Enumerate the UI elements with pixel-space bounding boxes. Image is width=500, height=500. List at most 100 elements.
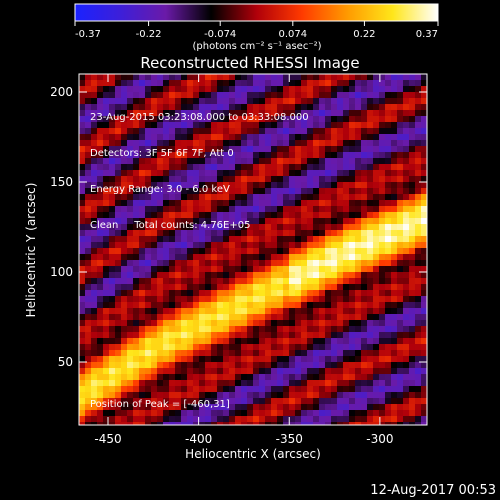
heatmap-cell [139, 320, 146, 327]
heatmap-cell [217, 110, 224, 117]
heatmap-cell [325, 308, 332, 315]
heatmap-cell [97, 404, 104, 411]
heatmap-cell [271, 176, 278, 183]
heatmap-cell [217, 398, 224, 405]
heatmap-cell [373, 134, 380, 141]
heatmap-cell [289, 218, 296, 225]
heatmap-cell [163, 224, 170, 231]
heatmap-cell [103, 308, 110, 315]
heatmap-cell [361, 146, 368, 153]
heatmap-cell [283, 398, 290, 405]
heatmap-cell [373, 230, 380, 237]
heatmap-cell [319, 398, 326, 405]
heatmap-cell [241, 128, 248, 135]
heatmap-cell [223, 248, 230, 255]
heatmap-cell [127, 206, 134, 213]
heatmap-cell [205, 206, 212, 213]
annotation-time-range: 23-Aug-2015 03:23:08.000 to 03:33:08.000 [90, 112, 309, 123]
heatmap-cell [127, 98, 134, 105]
heatmap-cell [343, 248, 350, 255]
heatmap-cell [205, 200, 212, 207]
heatmap-cell [385, 98, 392, 105]
heatmap-cell [391, 170, 398, 177]
heatmap-cell [217, 218, 224, 225]
heatmap-cell [133, 374, 140, 381]
heatmap-cell [415, 266, 422, 273]
heatmap-cell [331, 416, 338, 423]
heatmap-cell [415, 164, 422, 171]
heatmap-cell [403, 404, 410, 411]
heatmap-cell [355, 98, 362, 105]
heatmap-cell [181, 224, 188, 231]
heatmap-cell [385, 104, 392, 111]
heatmap-cell [175, 86, 182, 93]
heatmap-cell [229, 278, 236, 285]
heatmap-cell [97, 278, 104, 285]
heatmap-cell [115, 380, 122, 387]
heatmap-cell [355, 386, 362, 393]
heatmap-cell [307, 224, 314, 231]
heatmap-cell [211, 146, 218, 153]
heatmap-cell [391, 356, 398, 363]
heatmap-cell [211, 86, 218, 93]
heatmap-cell [211, 230, 218, 237]
heatmap-cell [421, 74, 427, 81]
heatmap-cell [211, 404, 218, 411]
heatmap-cell [337, 254, 344, 261]
heatmap-cell [403, 308, 410, 315]
heatmap-cell [145, 350, 152, 357]
heatmap-cell [397, 248, 404, 255]
heatmap-cell [259, 284, 266, 291]
heatmap-cell [379, 338, 386, 345]
heatmap-cell [193, 98, 200, 105]
heatmap-cell [109, 362, 116, 369]
heatmap-cell [409, 242, 416, 249]
heatmap-cell [289, 230, 296, 237]
heatmap-cell [313, 344, 320, 351]
heatmap-cell [271, 218, 278, 225]
heatmap-cell [283, 308, 290, 315]
heatmap-cell [385, 74, 392, 81]
heatmap-cell [91, 338, 98, 345]
heatmap-cell [205, 218, 212, 225]
heatmap-cell [421, 266, 427, 273]
heatmap-cell [409, 290, 416, 297]
heatmap-cell [259, 218, 266, 225]
heatmap-cell [151, 404, 158, 411]
heatmap-cell [79, 326, 86, 333]
heatmap-cell [253, 92, 260, 99]
heatmap-cell [175, 374, 182, 381]
heatmap-cell [277, 422, 284, 425]
heatmap-cell [193, 266, 200, 273]
heatmap-cell [265, 74, 272, 81]
heatmap-cell [361, 80, 368, 87]
heatmap-cell [283, 158, 290, 165]
heatmap-cell [229, 170, 236, 177]
heatmap-cell [421, 296, 427, 303]
heatmap-cell [121, 170, 128, 177]
heatmap-cell [253, 266, 260, 273]
heatmap-cell [247, 368, 254, 375]
heatmap-cell [259, 140, 266, 147]
heatmap-cell [337, 272, 344, 279]
x-tick-label: -300 [366, 432, 393, 446]
heatmap-cell [169, 404, 176, 411]
heatmap-cell [115, 188, 122, 195]
heatmap-cell [121, 374, 128, 381]
heatmap-cell [325, 368, 332, 375]
heatmap-cell [391, 128, 398, 135]
heatmap-cell [265, 374, 272, 381]
heatmap-cell [133, 302, 140, 309]
heatmap-cell [235, 206, 242, 213]
heatmap-cell [313, 110, 320, 117]
heatmap-cell [349, 158, 356, 165]
heatmap-cell [133, 332, 140, 339]
peak-position-label: Position of Peak = [-460,31] [90, 399, 230, 410]
heatmap-cell [373, 200, 380, 207]
heatmap-cell [385, 296, 392, 303]
heatmap-cell [139, 284, 146, 291]
heatmap-cell [355, 320, 362, 327]
heatmap-cell [97, 98, 104, 105]
heatmap-cell [163, 98, 170, 105]
heatmap-cell [115, 356, 122, 363]
